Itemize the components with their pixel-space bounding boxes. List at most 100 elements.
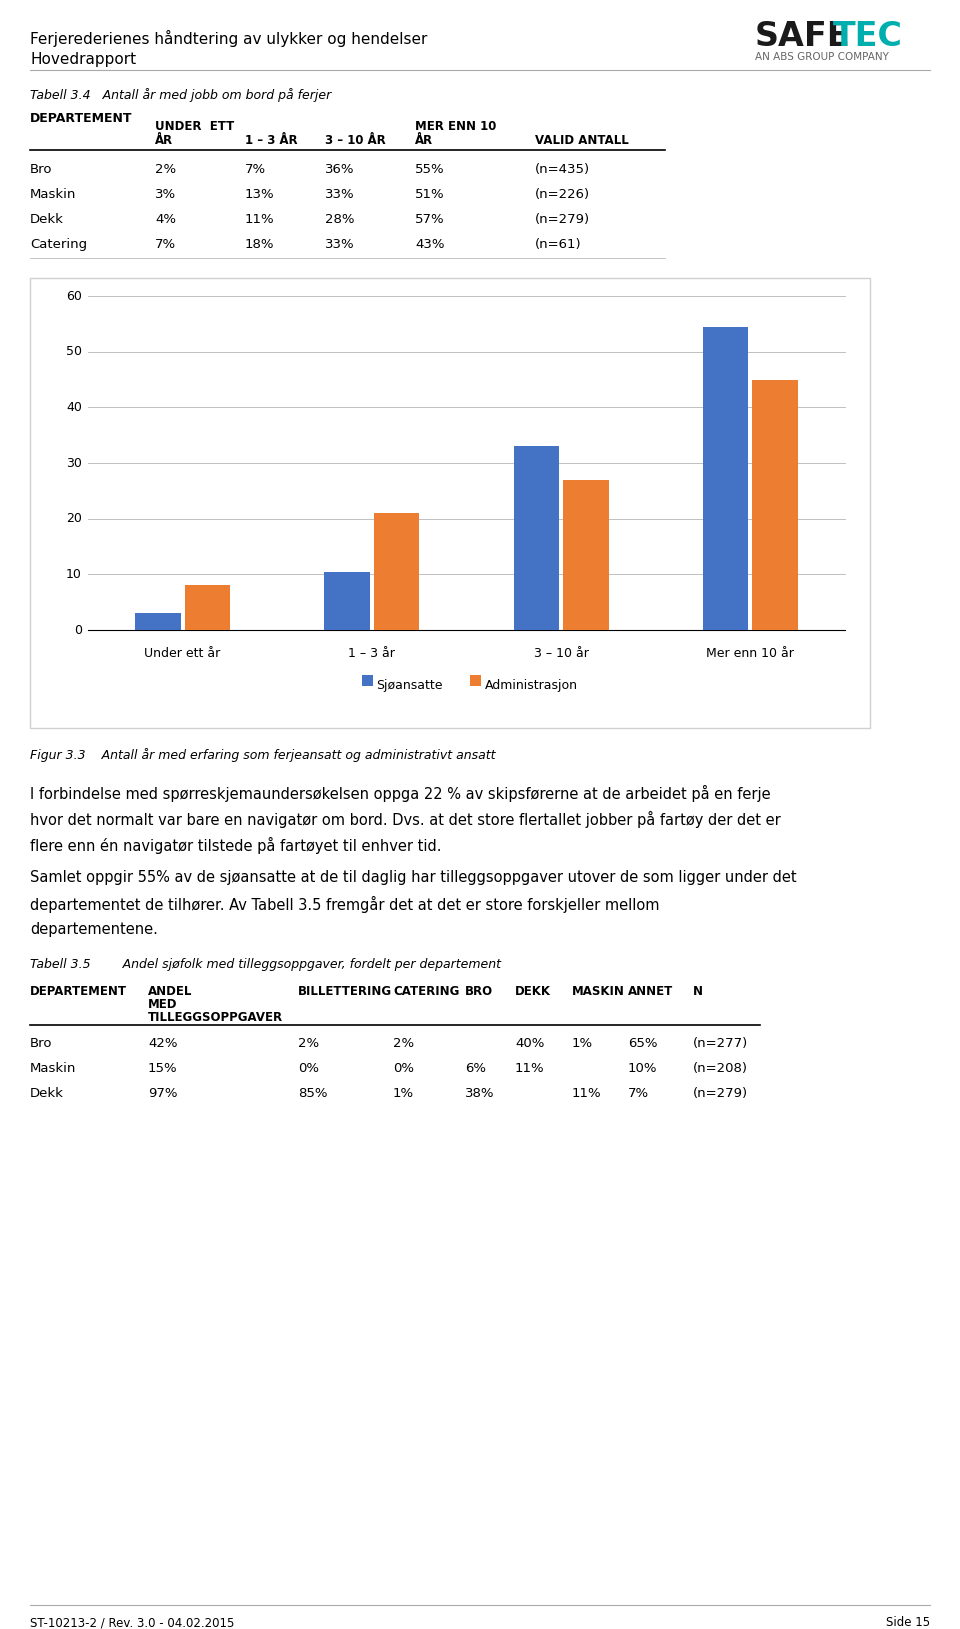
Text: 10%: 10% [628,1062,658,1075]
Text: DEPARTEMENT: DEPARTEMENT [30,986,127,999]
Text: 28%: 28% [325,213,354,226]
Text: AN ABS GROUP COMPANY: AN ABS GROUP COMPANY [755,52,889,62]
Text: 65%: 65% [628,1038,658,1051]
Text: 0%: 0% [298,1062,319,1075]
Text: Maskin: Maskin [30,187,77,200]
Text: 2%: 2% [155,163,176,176]
Bar [564,479,609,630]
Text: SAFE: SAFE [755,20,851,54]
Text: (n=279): (n=279) [693,1087,748,1100]
Text: 20: 20 [66,512,82,525]
Text: 6%: 6% [465,1062,486,1075]
Text: UNDER  ETT: UNDER ETT [155,121,234,134]
Bar [753,380,798,630]
Text: Under ett år: Under ett år [145,647,221,660]
Text: CATERING: CATERING [393,986,460,999]
Text: (n=435): (n=435) [535,163,590,176]
Text: (n=208): (n=208) [693,1062,748,1075]
Text: ST-10213-2 / Rev. 3.0 - 04.02.2015: ST-10213-2 / Rev. 3.0 - 04.02.2015 [30,1616,234,1629]
Text: Hovedrapport: Hovedrapport [30,52,136,67]
Text: flere enn én navigatør tilstede på fartøyet til enhver tid.: flere enn én navigatør tilstede på fartø… [30,837,442,854]
Bar [135,613,180,630]
Text: 11%: 11% [515,1062,544,1075]
Text: Dekk: Dekk [30,1087,64,1100]
Text: ÅR: ÅR [155,134,173,147]
Text: (n=277): (n=277) [693,1038,748,1051]
Text: 18%: 18% [245,238,275,251]
Bar [703,327,749,630]
Text: Sjøansatte: Sjøansatte [376,679,443,692]
Text: DEPARTEMENT: DEPARTEMENT [30,112,132,125]
Bar [469,674,481,686]
Text: Administrasjon: Administrasjon [485,679,578,692]
Text: (n=61): (n=61) [535,238,582,251]
Text: Catering: Catering [30,238,87,251]
Text: 7%: 7% [628,1087,649,1100]
Text: Tabell 3.5        Andel sjøfolk med tilleggsoppgaver, fordelt per departement: Tabell 3.5 Andel sjøfolk med tilleggsopp… [30,958,501,971]
Text: 36%: 36% [325,163,354,176]
Text: 38%: 38% [465,1087,494,1100]
Text: 40%: 40% [515,1038,544,1051]
Text: 40: 40 [66,401,82,414]
Text: BILLETTERING: BILLETTERING [298,986,392,999]
Text: 1%: 1% [393,1087,414,1100]
Text: 4%: 4% [155,213,176,226]
Text: 1 – 3 år: 1 – 3 år [348,647,396,660]
Text: 13%: 13% [245,187,275,200]
Text: 0: 0 [74,624,82,637]
Text: MASKIN: MASKIN [572,986,625,999]
Text: 7%: 7% [155,238,176,251]
Text: Figur 3.3    Antall år med erfaring som ferjeansatt og administrativt ansatt: Figur 3.3 Antall år med erfaring som fer… [30,748,495,762]
Text: 1 – 3 ÅR: 1 – 3 ÅR [245,134,298,147]
Text: 85%: 85% [298,1087,327,1100]
Text: 7%: 7% [245,163,266,176]
Text: 2%: 2% [298,1038,319,1051]
Text: 51%: 51% [415,187,444,200]
Text: ÅR: ÅR [415,134,433,147]
Text: MED: MED [148,999,178,1012]
Text: 11%: 11% [572,1087,602,1100]
Text: hvor det normalt var bare en navigatør om bord. Dvs. at det store flertallet job: hvor det normalt var bare en navigatør o… [30,811,780,828]
Text: Samlet oppgir 55% av de sjøansatte at de til daglig har tilleggsoppgaver utover : Samlet oppgir 55% av de sjøansatte at de… [30,870,797,885]
Text: 60: 60 [66,290,82,303]
Text: Bro: Bro [30,163,53,176]
Text: 43%: 43% [415,238,444,251]
Text: MER ENN 10: MER ENN 10 [415,121,496,134]
Text: 10: 10 [66,569,82,582]
Text: 2%: 2% [393,1038,414,1051]
Text: Tabell 3.4   Antall år med jobb om bord på ferjer: Tabell 3.4 Antall år med jobb om bord på… [30,88,331,103]
Text: I forbindelse med spørreskjemaundersøkelsen oppga 22 % av skipsførerne at de arb: I forbindelse med spørreskjemaundersøkel… [30,785,771,801]
Text: 0%: 0% [393,1062,414,1075]
Text: 3 – 10 år: 3 – 10 år [534,647,588,660]
Text: 55%: 55% [415,163,444,176]
Text: DEKK: DEKK [515,986,551,999]
Text: 57%: 57% [415,213,444,226]
Bar [373,513,420,630]
Bar [362,674,372,686]
Text: TILLEGGSOPPGAVER: TILLEGGSOPPGAVER [148,1012,283,1025]
Text: ANNET: ANNET [628,986,673,999]
Text: TEC: TEC [833,20,903,54]
Text: Maskin: Maskin [30,1062,77,1075]
Text: 3%: 3% [155,187,176,200]
Text: 50: 50 [66,345,82,358]
Text: ANDEL: ANDEL [148,986,192,999]
Text: N: N [693,986,703,999]
Text: departementet de tilhører. Av Tabell 3.5 fremgår det at det er store forskjeller: departementet de tilhører. Av Tabell 3.5… [30,896,660,912]
Text: VALID ANTALL: VALID ANTALL [535,134,629,147]
Bar [324,572,370,630]
Text: 15%: 15% [148,1062,178,1075]
Text: Mer enn 10 år: Mer enn 10 år [707,647,794,660]
Bar [30,279,870,728]
Text: departementene.: departementene. [30,922,157,937]
Text: Ferjerederienes håndtering av ulykker og hendelser: Ferjerederienes håndtering av ulykker og… [30,29,427,47]
Text: (n=279): (n=279) [535,213,590,226]
Text: 1%: 1% [572,1038,593,1051]
Text: 33%: 33% [325,187,354,200]
Bar [514,446,559,630]
Text: 30: 30 [66,456,82,469]
Text: 3 – 10 ÅR: 3 – 10 ÅR [325,134,386,147]
Text: (n=226): (n=226) [535,187,590,200]
Text: 33%: 33% [325,238,354,251]
Text: 97%: 97% [148,1087,178,1100]
